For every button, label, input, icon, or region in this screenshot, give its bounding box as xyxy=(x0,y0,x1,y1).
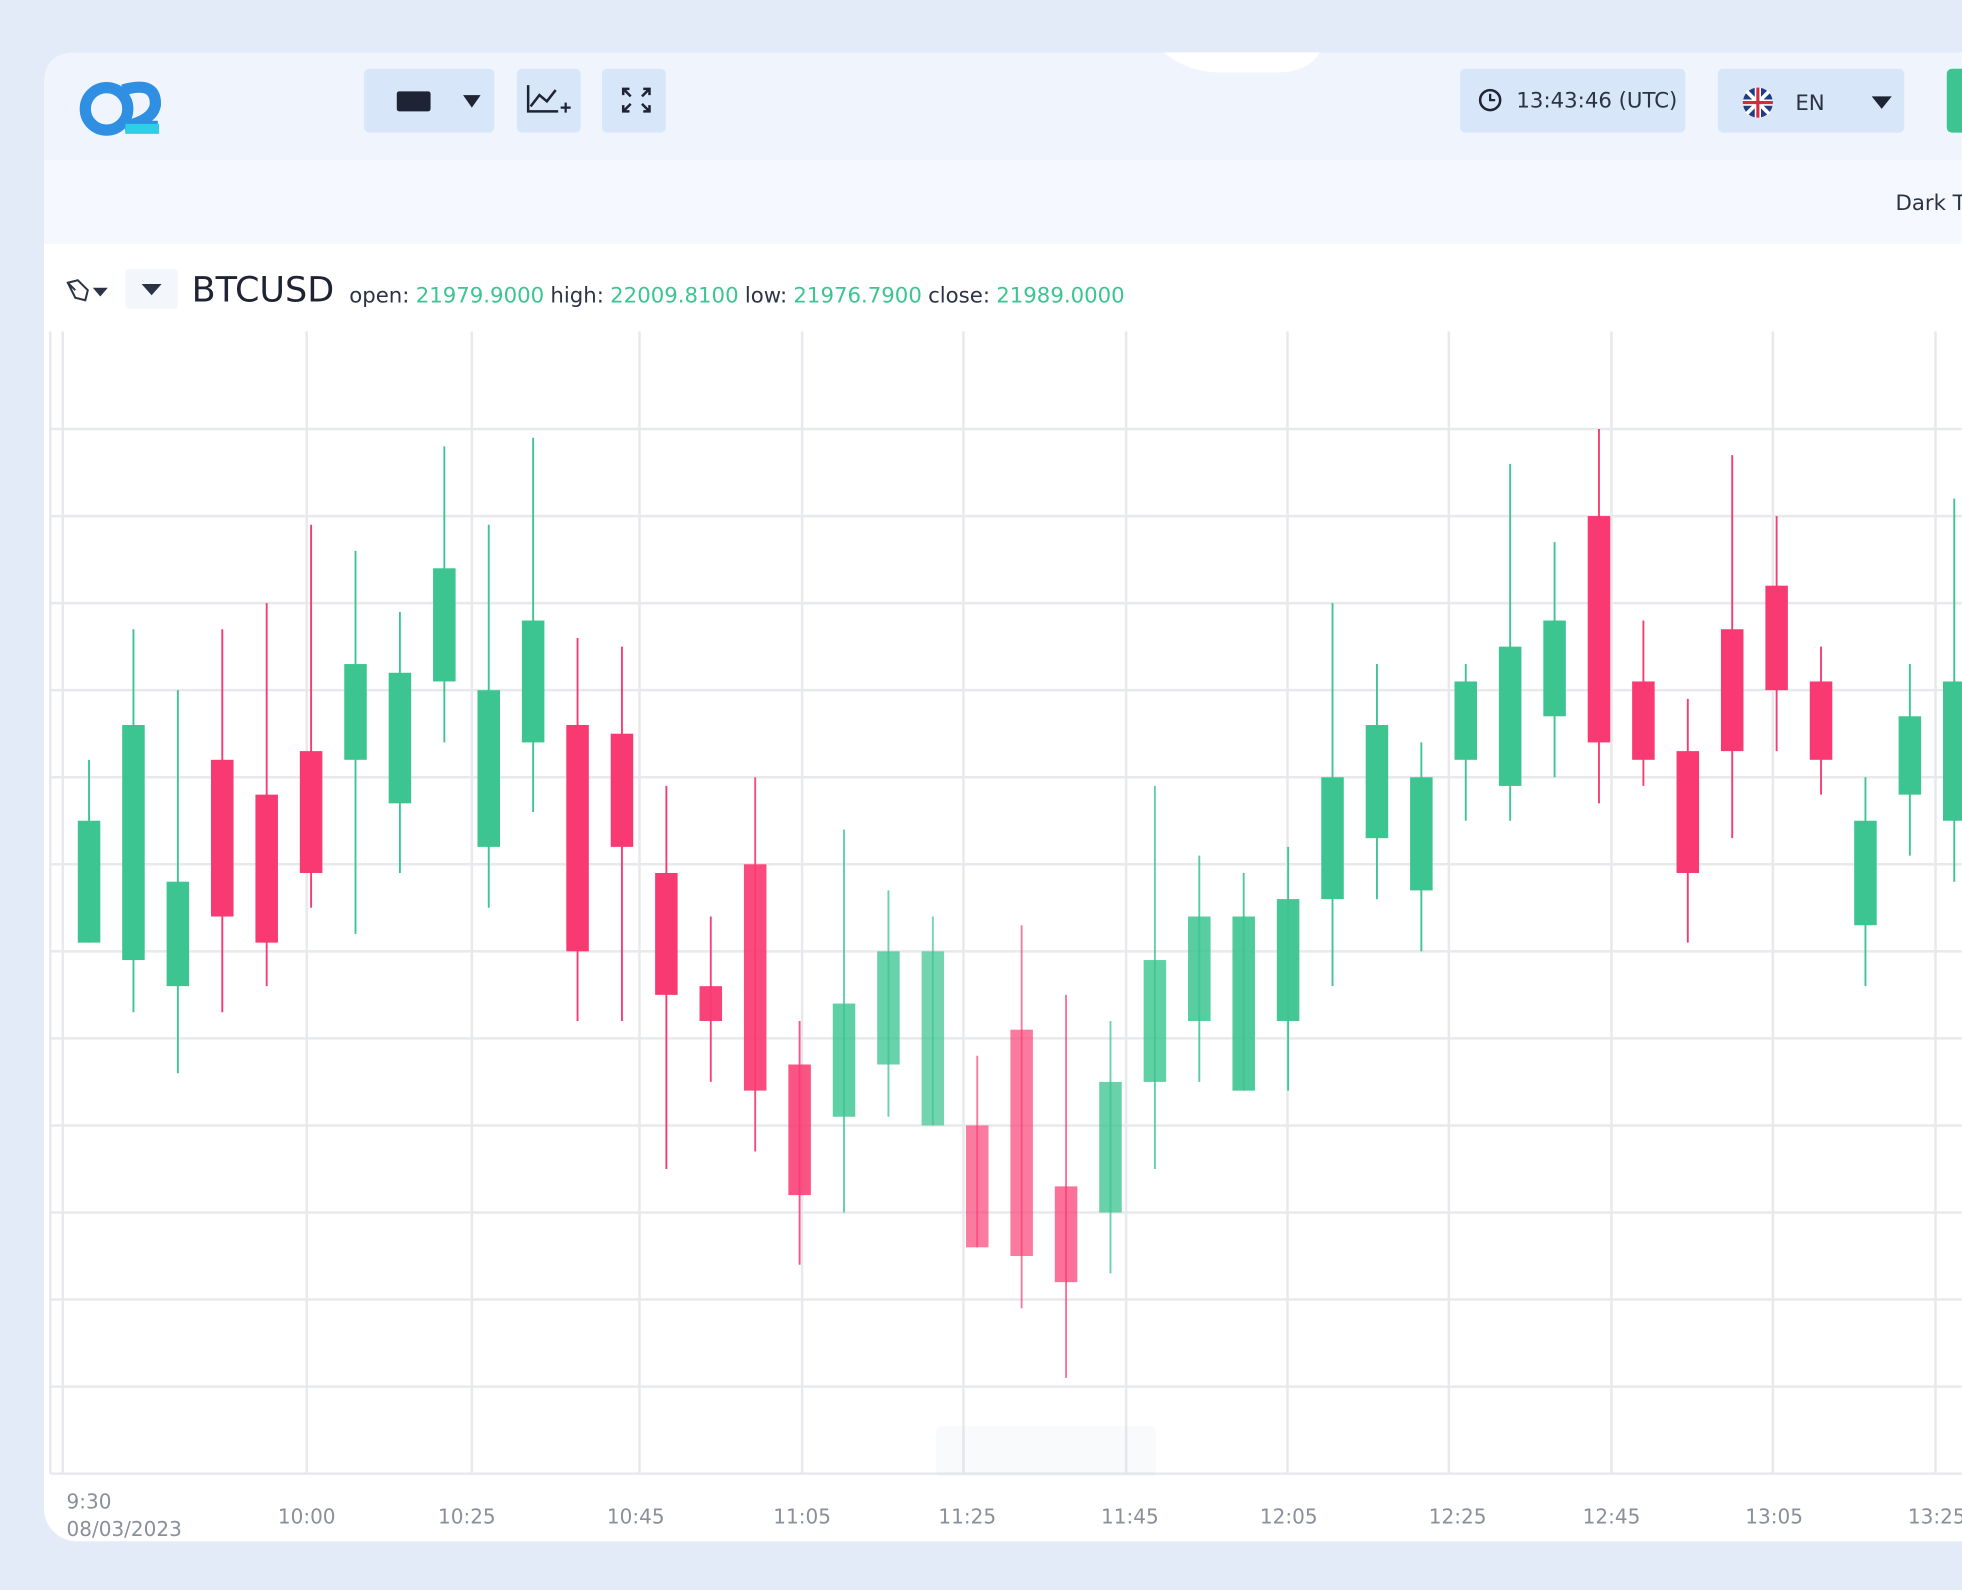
candle-body xyxy=(788,1064,811,1196)
sub-bar xyxy=(44,160,1962,244)
candle-body xyxy=(521,620,545,743)
candle-body xyxy=(921,951,945,1126)
candle-body xyxy=(1676,751,1700,873)
x-tick-label: 12:25 xyxy=(1429,1505,1487,1529)
caret-icon xyxy=(92,287,108,297)
action-button[interactable] xyxy=(1946,68,1962,133)
ohlc-value: 21976.7900 xyxy=(793,283,921,308)
candle-body xyxy=(965,1125,989,1248)
x-tick-label: 11:05 xyxy=(773,1505,831,1529)
candle-body xyxy=(477,690,500,847)
candle-body xyxy=(1188,916,1211,1021)
candle-body xyxy=(122,724,145,961)
ohlc-line: open: 21979.9000 high: 22009.8100 low: 21976.… xyxy=(349,283,1124,308)
candle-body xyxy=(166,881,190,987)
candle-body xyxy=(1276,899,1300,1021)
ohlc-label: low: xyxy=(745,283,787,308)
candle-body xyxy=(1143,960,1167,1082)
x-tick-label: 11:25 xyxy=(938,1505,996,1529)
candle-body xyxy=(1498,646,1522,786)
language-label: EN xyxy=(1795,91,1824,116)
candle-body xyxy=(1809,681,1833,760)
candle-body xyxy=(255,794,278,943)
candle-body xyxy=(77,820,101,943)
ohlc-label: open: xyxy=(349,283,409,308)
caret-icon xyxy=(141,283,162,296)
candle-body xyxy=(1010,1029,1033,1257)
draw-tool-icon[interactable] xyxy=(66,279,89,302)
candle-body xyxy=(388,672,412,804)
x-tick-label: 9:30 xyxy=(67,1490,112,1514)
candle-body xyxy=(655,872,678,995)
candle-body xyxy=(699,986,723,1021)
ohlc-value: 22009.8100 xyxy=(610,283,738,308)
candle-body xyxy=(1854,820,1877,926)
candle-body xyxy=(1632,681,1655,760)
x-tick-label: 10:00 xyxy=(278,1505,336,1529)
caret-icon xyxy=(463,95,481,108)
candle-icon xyxy=(396,91,431,112)
x-date-label: 08/03/2023 xyxy=(67,1517,182,1541)
plot: 9:30 10:00 10:25 10:45 11:05 11:25 11:45 12:05 1… xyxy=(49,331,1962,1541)
candle-body xyxy=(1720,629,1744,752)
theme-label[interactable]: Dark T xyxy=(1895,191,1962,216)
candle-body xyxy=(610,733,634,847)
panel xyxy=(44,52,1962,1542)
ohlc-value: 21989.0000 xyxy=(996,283,1124,308)
candle-body xyxy=(743,864,767,1091)
candle-body xyxy=(1365,724,1389,839)
clock-icon xyxy=(1478,88,1502,112)
candle-body xyxy=(566,724,589,952)
candle-body xyxy=(1099,1081,1122,1213)
ohlc-label: high: xyxy=(550,283,604,308)
clock-hands xyxy=(1489,93,1496,102)
candle-body xyxy=(1765,585,1788,691)
candle-body xyxy=(211,759,234,917)
candle-body xyxy=(1898,716,1922,795)
ohlc-value: 21979.9000 xyxy=(416,283,544,308)
time-button[interactable] xyxy=(1460,68,1686,133)
flag-icon xyxy=(1742,87,1773,118)
x-tick-label: 12:05 xyxy=(1260,1505,1318,1529)
x-tick-label: 11:45 xyxy=(1101,1505,1159,1529)
candle-body xyxy=(1321,777,1344,900)
candle-body xyxy=(299,751,323,873)
x-tick-label: 13:25 xyxy=(1908,1505,1962,1529)
candle-body xyxy=(1410,777,1433,891)
caret-icon xyxy=(1871,96,1892,109)
ohlc-label: close: xyxy=(928,283,990,308)
candle-body xyxy=(433,568,456,682)
candle-body xyxy=(1054,1186,1078,1283)
x-tick-label: 12:45 xyxy=(1583,1505,1641,1529)
time-label: 13:43:46 (UTC) xyxy=(1516,88,1677,113)
candle-body xyxy=(1232,916,1255,1091)
x-tick-label: 13:05 xyxy=(1745,1505,1803,1529)
candle-body xyxy=(1543,620,1566,717)
candle-body xyxy=(344,664,367,760)
logo xyxy=(79,81,161,136)
candle-body xyxy=(1943,681,1962,821)
candle-body xyxy=(1454,681,1478,760)
zoom-controls[interactable] xyxy=(935,1426,1157,1477)
x-tick-label: 10:45 xyxy=(607,1505,665,1529)
indicator-icon xyxy=(526,85,559,113)
expand-icon xyxy=(621,87,651,113)
candle-body xyxy=(832,1003,856,1117)
plus-icon xyxy=(560,102,571,113)
candle-body xyxy=(1587,516,1611,743)
x-tick-label: 10:25 xyxy=(438,1505,496,1529)
symbol-title: BTCUSD xyxy=(192,269,335,310)
fullscreen-button[interactable] xyxy=(601,68,666,133)
candle-body xyxy=(877,951,900,1065)
language-button[interactable] xyxy=(1717,68,1905,133)
